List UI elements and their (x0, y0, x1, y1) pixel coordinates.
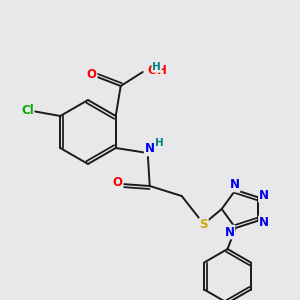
Text: N: N (224, 226, 235, 238)
Text: H: H (152, 62, 161, 72)
Text: H: H (155, 138, 164, 148)
Text: S: S (200, 218, 208, 232)
Text: N: N (259, 189, 269, 202)
Text: N: N (145, 142, 155, 155)
Text: O: O (113, 176, 123, 190)
Text: O: O (87, 68, 97, 82)
Text: OH: OH (148, 64, 168, 77)
Text: Cl: Cl (21, 103, 34, 116)
Text: N: N (259, 216, 269, 229)
Text: N: N (230, 178, 239, 191)
